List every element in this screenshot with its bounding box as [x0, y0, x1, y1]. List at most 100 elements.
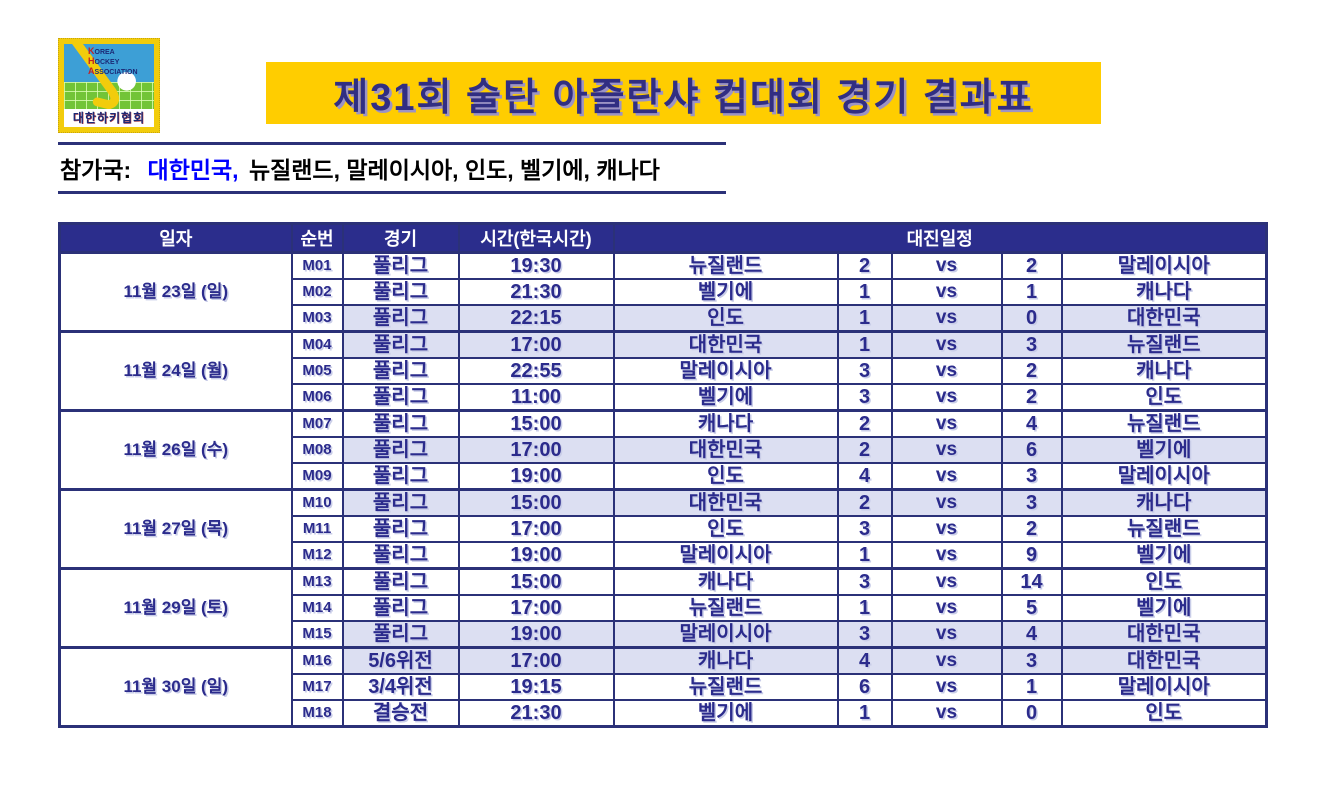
score-away: 2: [1000, 383, 1063, 412]
team-away: 캐나다: [1060, 278, 1268, 306]
match-type: 3/4위전: [341, 673, 460, 701]
date-cell: 11월 23일 (일): [58, 251, 293, 333]
score-home: 3: [836, 567, 893, 596]
table-row: 11월 26일 (수) M07 풀리그 15:00 캐나다 2 vs 4 뉴질랜드: [58, 409, 1268, 491]
table-row: M06 풀리그 11:00 벨기에 3 vs 2 인도: [60, 383, 1268, 412]
team-home: 뉴질랜드: [612, 251, 839, 280]
match-type: 풀리그: [341, 436, 460, 464]
match-no: M15: [290, 620, 344, 649]
match-time: 11:00: [457, 383, 615, 412]
table-row: M05 풀리그 22:55 말레이시아 3 vs 2 캐나다: [60, 357, 1268, 385]
team-home: 벨기에: [612, 699, 839, 728]
date-cell: 11월 26일 (수): [58, 409, 293, 491]
score-home: 3: [836, 515, 893, 543]
participants-line: 참가국: 대한민국, 뉴질랜드, 말레이시아, 인도, 벨기에, 캐나다: [58, 142, 726, 194]
vs-label: vs: [890, 673, 1003, 701]
vs-label: vs: [890, 515, 1003, 543]
match-time: 15:00: [457, 409, 615, 438]
score-home: 2: [836, 488, 893, 517]
match-type: 풀리그: [341, 515, 460, 543]
team-home: 대한민국: [612, 488, 839, 517]
match-type: 5/6위전: [341, 646, 460, 675]
team-away: 벨기에: [1060, 436, 1268, 464]
match-no: M09: [290, 462, 344, 491]
vs-label: vs: [890, 699, 1003, 728]
match-type: 풀리그: [341, 330, 460, 359]
date-cell: 11월 27일 (목): [58, 488, 293, 570]
score-away: 5: [1000, 594, 1063, 622]
table-row: 11월 24일 (월) M04 풀리그 17:00 대한민국 1 vs 3 뉴질랜드: [58, 330, 1268, 412]
match-type: 풀리그: [341, 357, 460, 385]
participants-label: 참가국:: [60, 157, 132, 183]
header-no: 순번: [290, 222, 344, 254]
score-home: 2: [836, 251, 893, 280]
match-no: M08: [290, 436, 344, 464]
team-away: 말레이시아: [1060, 251, 1268, 280]
match-no: M11: [290, 515, 344, 543]
title-banner: 제31회 술탄 아즐란샤 컵대회 경기 결과표: [266, 62, 1101, 124]
date-cell: 11월 30일 (일): [58, 646, 293, 728]
score-away: 3: [1000, 330, 1063, 359]
team-away: 대한민국: [1060, 620, 1268, 649]
team-away: 대한민국: [1060, 646, 1268, 675]
match-no: M18: [290, 699, 344, 728]
table-row: M02 풀리그 21:30 벨기에 1 vs 1 캐나다: [60, 278, 1268, 306]
vs-label: vs: [890, 436, 1003, 464]
results-table: 일자 순번 경기 시간(한국시간) 대진일정 11월 23일 (일) M01 풀리그…: [58, 222, 1268, 728]
match-type: 풀리그: [341, 620, 460, 649]
vs-label: vs: [890, 541, 1003, 570]
match-time: 19:15: [457, 673, 615, 701]
kha-logo-inner: KOREA HOCKEY ASSOCIATION 대한하키협회: [64, 44, 154, 127]
logo-en-cap: H: [88, 56, 95, 66]
match-no: M07: [290, 409, 344, 438]
score-home: 3: [836, 620, 893, 649]
team-away: 말레이시아: [1060, 462, 1268, 491]
match-no: M16: [290, 646, 344, 675]
results-tbody: 11월 23일 (일) M01 풀리그 19:30 뉴질랜드 2 vs 2 말레이시아 M02 풀리…: [58, 251, 1268, 728]
score-away: 4: [1000, 409, 1063, 438]
table-row: M18 결승전 21:30 벨기에 1 vs 0 인도: [60, 699, 1268, 728]
team-home: 인도: [612, 462, 839, 491]
match-no: M17: [290, 673, 344, 701]
team-home: 캐나다: [612, 409, 839, 438]
team-away: 벨기에: [1060, 541, 1268, 570]
score-home: 6: [836, 673, 893, 701]
match-type: 풀리그: [341, 488, 460, 517]
table-row: M03 풀리그 22:15 인도 1 vs 0 대한민국: [60, 304, 1268, 333]
hockey-stick-icon: [72, 44, 136, 109]
date-cell: 11월 24일 (월): [58, 330, 293, 412]
logo-en-rest: OCKEY: [94, 59, 120, 66]
logo-en-rest: OREA: [94, 49, 115, 56]
table-row: 11월 23일 (일) M01 풀리그 19:30 뉴질랜드 2 vs 2 말레이시아: [58, 251, 1268, 333]
match-time: 15:00: [457, 488, 615, 517]
table-row: M17 3/4위전 19:15 뉴질랜드 6 vs 1 말레이시아: [60, 673, 1268, 701]
match-type: 풀리그: [341, 251, 460, 280]
team-home: 말레이시아: [612, 357, 839, 385]
header-row: 일자 순번 경기 시간(한국시간) 대진일정: [58, 222, 1268, 254]
team-home: 캐나다: [612, 646, 839, 675]
team-home: 인도: [612, 304, 839, 333]
match-no: M13: [290, 567, 344, 596]
team-away: 뉴질랜드: [1060, 515, 1268, 543]
match-type: 풀리그: [341, 278, 460, 306]
score-home: 1: [836, 304, 893, 333]
score-away: 0: [1000, 304, 1063, 333]
date-cell: 11월 29일 (토): [58, 567, 293, 649]
team-away: 말레이시아: [1060, 673, 1268, 701]
team-away: 캐나다: [1060, 488, 1268, 517]
match-time: 17:00: [457, 515, 615, 543]
match-time: 22:15: [457, 304, 615, 333]
match-time: 19:30: [457, 251, 615, 280]
logo-en-rest: SSOCIATION: [94, 69, 138, 76]
score-home: 4: [836, 646, 893, 675]
vs-label: vs: [890, 462, 1003, 491]
table-row: M08 풀리그 17:00 대한민국 2 vs 6 벨기에: [60, 436, 1268, 464]
team-home: 인도: [612, 515, 839, 543]
score-away: 0: [1000, 699, 1063, 728]
match-time: 15:00: [457, 567, 615, 596]
header-schedule: 대진일정: [612, 222, 1268, 254]
team-away: 벨기에: [1060, 594, 1268, 622]
header-date: 일자: [58, 222, 293, 254]
team-home: 대한민국: [612, 436, 839, 464]
